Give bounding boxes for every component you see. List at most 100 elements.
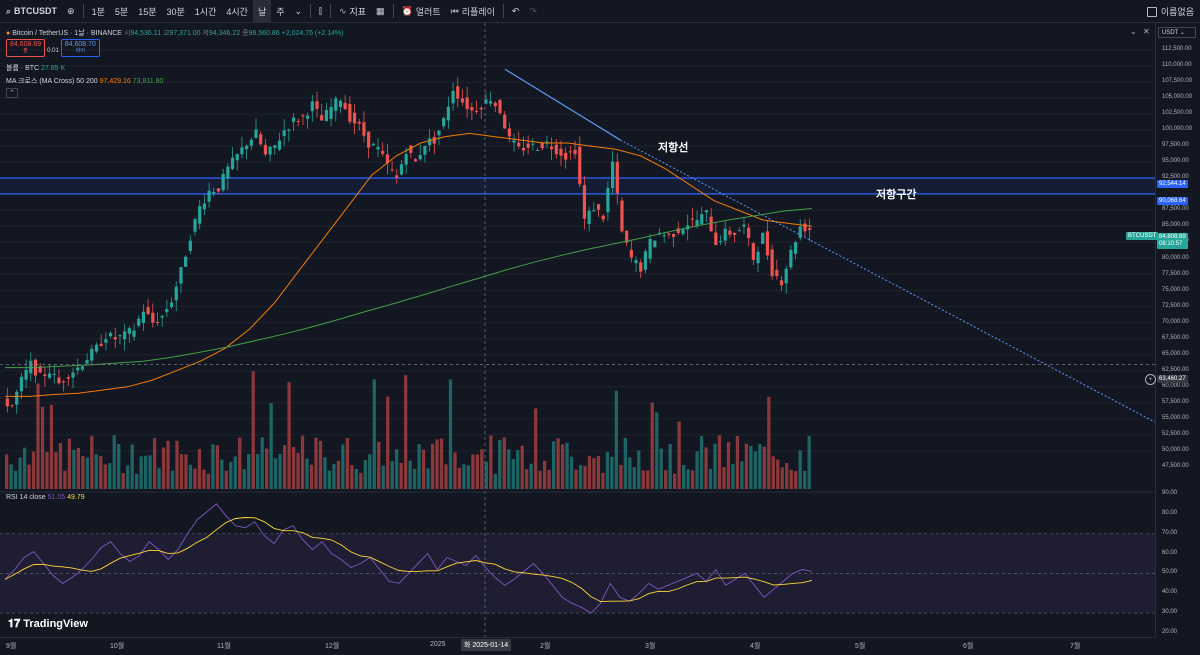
buy-button[interactable]: 84,608.70 바이 [60,39,100,57]
rsi-label: RSI 14 close [6,494,46,501]
candle-body [146,307,150,314]
price-tick-label: 70,000.00 [1162,318,1189,325]
volume-bar [103,464,107,489]
replay-button[interactable]: ⏮ 리플레이 [446,0,500,23]
volume-bar [314,437,318,489]
candle-body [179,267,183,284]
interval-5m[interactable]: 5분 [114,6,129,17]
candles [5,77,812,414]
symbol-search-button[interactable]: ⌕ BTCUSDT [0,0,62,23]
candle-body [52,373,56,375]
volume-bar [430,443,435,489]
rsi-tick-label: 40.00 [1162,589,1178,596]
volume-bar [85,457,89,489]
price-chart[interactable] [0,23,1155,637]
volume-bar [193,468,197,489]
volume-bar [126,465,130,489]
resistance-zone-fill [0,178,1155,194]
volume-bar [789,469,793,489]
interval-1m[interactable]: 1분 [91,6,105,17]
candle-body [212,191,216,194]
price-tick-label: 77,500.00 [1162,270,1189,277]
volume-bar [363,460,367,489]
rsi-legend[interactable]: RSI 14 close 51.05 49.79 [6,494,85,501]
candle-body [230,157,235,169]
candle-body [564,152,568,160]
interval-4h[interactable]: 4시간 [226,6,248,17]
layout-name-button[interactable]: 이름없음 [1146,0,1194,23]
interval-15m[interactable]: 15분 [138,6,157,17]
volume-value: 27.85 K [41,65,66,72]
volume-bar [130,444,134,489]
volume-bar [90,435,94,489]
candle-body [474,110,479,112]
candle-body [352,112,357,124]
volume-bar [359,472,363,489]
candle-body [709,216,713,232]
candle-body [38,366,42,373]
resistance-line-label[interactable]: 저항선 [658,142,689,154]
candle-body [587,210,591,225]
candle-body [282,130,286,136]
volume-bar [457,467,462,489]
undo-button[interactable]: ↶ [507,0,525,23]
ma-cross-label: MA 크로스 (MA Cross) 50 200 [6,78,98,85]
price-tick-label: 87,500.00 [1162,206,1189,213]
volume-bar [690,470,695,489]
alert-button[interactable]: ⏰ 얼러트 [397,0,446,23]
volume-bar [753,451,757,489]
candle-body [578,146,582,185]
add-symbol-button[interactable]: ⊕ [62,0,80,23]
tradingview-logo[interactable]: 𝟏𝟕 TradingView [8,618,88,630]
volume-bar [112,435,116,489]
interval-dropdown[interactable]: ⌄ [290,0,308,23]
open-label: 시 [123,30,131,37]
close-icon[interactable]: ✕ [1143,27,1150,36]
volume-bar [448,379,453,489]
volume-bar [121,473,125,489]
interval-1h[interactable]: 1시간 [194,6,217,17]
time-tick-label: 5월 [855,643,866,650]
volume-bar [242,469,246,489]
interval-1w[interactable]: 주 [276,6,285,17]
trendline[interactable] [504,68,1155,423]
candle-body [747,227,751,239]
volume-legend[interactable]: 볼륨 · BTC 27.85 K [6,63,65,73]
price-tick-label: 47,500.00 [1162,463,1189,469]
volume-bar [233,456,237,489]
layout-button[interactable]: ▦ [371,0,390,23]
resistance-zone-label[interactable]: 저항구간 [876,189,917,201]
interval-1d[interactable]: 날 [252,0,272,23]
volume-bar [417,444,421,489]
volume-bar [601,472,605,489]
redo-button[interactable]: ↷ [524,0,542,23]
time-tick-label: 2025 [430,641,446,648]
volume-bar [395,449,399,489]
volume-bar [507,449,511,489]
volume-bar [484,461,488,489]
indicators-button[interactable]: ∿ 지표 [334,0,371,23]
currency-selector[interactable]: USDT ⌄ [1158,27,1196,38]
add-alert-plus-icon[interactable]: + [1145,374,1156,385]
candle-body [662,235,666,237]
candle-body [592,210,596,212]
volume-bar [444,464,448,489]
price-axis[interactable]: 112,500.00 110,000.00 107,500.00 105,000.00… [1155,23,1200,637]
time-axis[interactable]: 9월 10월 11월 12월 2025 2월 3월 4월 5월 6월 7월 [0,637,1155,655]
ma-cross-legend[interactable]: MA 크로스 (MA Cross) 50 200 97,429.16 73,81… [6,76,163,86]
candle-body [118,335,122,337]
candle-body [216,188,221,192]
sell-button[interactable]: 84,608.69 팔 [6,39,46,57]
collapse-legend-button[interactable]: ⌃ [6,88,18,98]
bar-style-button[interactable]: ⫿ [314,0,327,23]
volume-bar [350,465,354,489]
trendline-dashed [619,139,1155,423]
volume-bar [480,449,484,489]
volume-bar [58,443,63,489]
volume-bar [166,440,170,489]
interval-30m[interactable]: 30분 [166,6,185,17]
volume-bar [632,467,636,489]
chevron-down-icon[interactable]: ⌄ [1130,27,1137,36]
volume-bar [45,451,49,489]
buy-label: 바이 [75,48,85,54]
